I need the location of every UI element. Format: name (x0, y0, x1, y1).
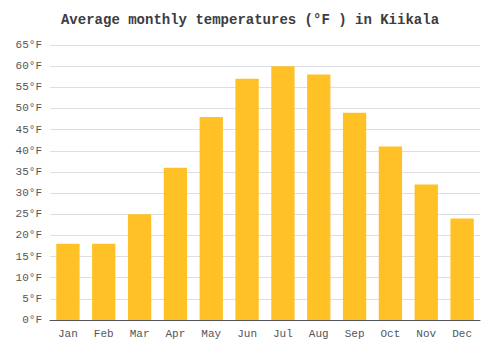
svg-text:Nov: Nov (416, 328, 436, 340)
svg-text:Average monthly temperatures (: Average monthly temperatures (°F ) in Ki… (61, 12, 440, 28)
svg-text:15°F: 15°F (16, 251, 42, 263)
svg-text:45°F: 45°F (16, 124, 42, 136)
svg-text:35°F: 35°F (16, 166, 42, 178)
svg-text:May: May (201, 328, 221, 340)
svg-text:5°F: 5°F (22, 293, 42, 305)
svg-text:Jun: Jun (237, 328, 257, 340)
svg-text:Mar: Mar (130, 328, 150, 340)
svg-text:30°F: 30°F (16, 187, 42, 199)
svg-text:Sep: Sep (345, 328, 365, 340)
svg-text:Jan: Jan (58, 328, 78, 340)
svg-text:65°F: 65°F (16, 39, 42, 51)
svg-text:Jul: Jul (273, 328, 293, 340)
svg-text:50°F: 50°F (16, 102, 42, 114)
svg-text:20°F: 20°F (16, 229, 42, 241)
svg-text:60°F: 60°F (16, 60, 42, 72)
svg-text:Dec: Dec (452, 328, 472, 340)
svg-text:Oct: Oct (381, 328, 401, 340)
svg-text:0°F: 0°F (22, 314, 42, 326)
svg-text:55°F: 55°F (16, 81, 42, 93)
svg-text:40°F: 40°F (16, 145, 42, 157)
svg-text:10°F: 10°F (16, 272, 42, 284)
svg-text:Feb: Feb (94, 328, 114, 340)
svg-text:25°F: 25°F (16, 208, 42, 220)
svg-text:Apr: Apr (166, 328, 186, 340)
svg-text:Aug: Aug (309, 328, 329, 340)
